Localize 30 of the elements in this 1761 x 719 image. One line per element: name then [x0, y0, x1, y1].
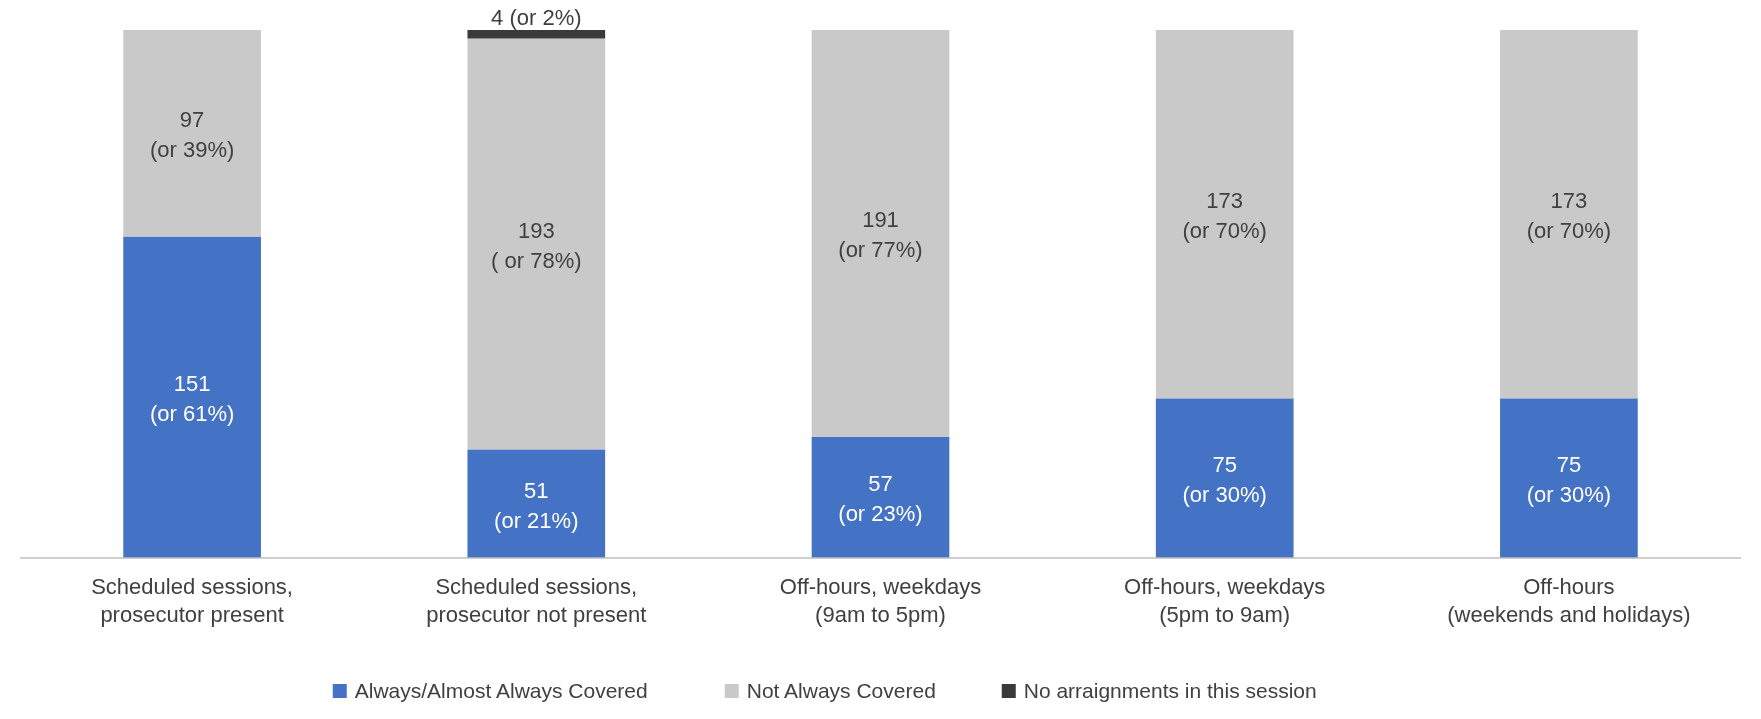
bar: [1500, 398, 1638, 558]
legend-label: Always/Almost Always Covered: [354, 679, 648, 702]
bar: [811, 30, 950, 437]
legend-label: No arraignments in this session: [1023, 679, 1317, 702]
x-tick-label: Off-hours, weekdays (9am to 5pm): [779, 574, 982, 627]
bar: [1155, 398, 1294, 558]
data-label: 75 (or 30%): [1182, 452, 1267, 508]
data-label: 97 (or 39%): [149, 107, 235, 163]
bar: [1500, 30, 1638, 399]
x-tick-label: Off-hours (weekends and holidays): [1447, 574, 1691, 627]
data-label: 173 (or 70%): [1182, 188, 1267, 244]
data-label: 151 (or 61%): [149, 371, 235, 427]
legend-label: Not Always Covered: [746, 679, 936, 702]
bar: [1155, 30, 1294, 399]
bar: [811, 436, 950, 558]
bar: [123, 236, 261, 558]
x-tick-label: Off-hours, weekdays (5pm to 9am): [1124, 574, 1326, 627]
data-label: 4 (or 2%): [491, 5, 582, 30]
data-label: 191 (or 77%): [838, 207, 923, 263]
bar: [467, 38, 606, 450]
data-label: 173 (or 70%): [1526, 188, 1612, 244]
data-label: 75 (or 30%): [1526, 452, 1612, 508]
bar: [123, 30, 261, 237]
bar: [467, 30, 606, 39]
x-tick-label: Scheduled sessions, prosecutor not present: [426, 574, 647, 627]
data-label: 193 ( or 78%): [491, 217, 582, 273]
data-label: 57 (or 23%): [838, 471, 923, 527]
x-tick-label: Scheduled sessions, prosecutor present: [91, 574, 293, 627]
bar: [467, 449, 606, 558]
data-label: 51 (or 21%): [494, 477, 579, 533]
